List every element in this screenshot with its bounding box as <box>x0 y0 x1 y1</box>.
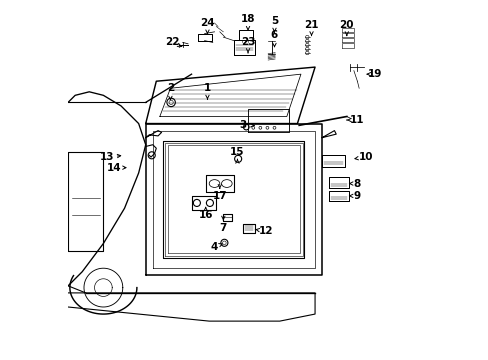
Text: 20: 20 <box>339 20 353 30</box>
Text: 4: 4 <box>210 242 218 252</box>
Text: 10: 10 <box>358 152 373 162</box>
Text: 14: 14 <box>106 163 121 173</box>
Text: 13: 13 <box>100 152 114 162</box>
Text: 21: 21 <box>304 20 318 30</box>
Text: 23: 23 <box>240 37 255 48</box>
Text: 16: 16 <box>198 210 212 220</box>
Text: 22: 22 <box>164 37 179 48</box>
Text: 7: 7 <box>219 222 226 233</box>
Text: 1: 1 <box>203 83 211 93</box>
Text: 5: 5 <box>270 16 278 26</box>
Text: 9: 9 <box>353 191 360 201</box>
Text: 12: 12 <box>258 226 272 236</box>
Text: 18: 18 <box>240 14 255 24</box>
Text: 3: 3 <box>239 120 246 130</box>
Text: 11: 11 <box>349 115 364 125</box>
Text: 17: 17 <box>212 191 226 201</box>
Text: 19: 19 <box>367 69 382 79</box>
Text: 15: 15 <box>230 147 244 157</box>
Text: 24: 24 <box>200 18 214 28</box>
Text: 6: 6 <box>270 30 278 40</box>
Text: 2: 2 <box>166 83 174 93</box>
Text: 8: 8 <box>353 179 360 189</box>
